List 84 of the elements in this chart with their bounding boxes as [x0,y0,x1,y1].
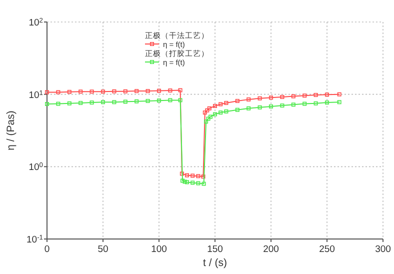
point [78,90,83,94]
point [314,101,318,106]
x-tick-label: 150 [207,244,223,255]
point [201,174,206,179]
x-tick-label: 50 [98,244,108,255]
point [146,89,150,94]
point [90,100,94,105]
point [45,90,49,94]
x-axis-title: t / (s) [203,257,227,269]
point [185,173,189,178]
point [224,100,228,105]
point [202,182,206,186]
point [280,94,284,99]
point [235,108,240,112]
point [45,102,49,106]
point [168,98,172,102]
point [90,90,94,94]
point [337,92,342,96]
point [134,99,139,104]
point [56,90,60,94]
y-tick-label: 10$^{0}$ [28,162,44,174]
point [112,89,116,94]
point [325,92,329,97]
point [178,98,182,102]
x-tick-label: 200 [263,244,279,255]
x-tick-label: 250 [319,244,335,255]
point [269,96,273,100]
point [206,116,210,121]
point [337,100,342,104]
point [235,98,240,103]
y-tick-label: 10$^{2}$ [28,17,44,28]
point [208,114,213,119]
point [185,180,189,184]
point [291,102,296,107]
point [180,172,184,176]
point [123,89,128,94]
point [258,105,262,110]
point [101,100,105,104]
point [67,90,72,94]
point [157,98,161,103]
point [123,100,128,104]
point [146,98,150,103]
point [196,174,200,178]
point [213,112,217,116]
point [207,106,212,110]
point [190,174,195,178]
point [190,180,195,185]
point [246,106,251,110]
point [302,102,307,106]
y-tick-label: 10$^{1}$ [28,89,44,101]
x-tick-label: 100 [151,244,167,255]
y-tick-label: 10$^{-1}$ [26,234,44,246]
line-series [45,98,342,186]
point [302,94,307,98]
point [157,88,161,93]
point [134,89,139,94]
y-axis-title: η / (Pas) [5,110,17,150]
point [101,90,105,94]
point [314,92,318,97]
point [182,180,187,184]
point [280,104,284,108]
point [178,88,182,92]
point [202,110,207,115]
point [78,100,83,105]
point [269,104,273,108]
point [325,100,329,105]
point [224,109,228,114]
point [246,97,251,102]
point [67,101,72,106]
line-series [45,88,342,179]
point [258,96,262,100]
point [204,120,208,124]
point [56,102,60,106]
point [218,102,223,106]
x-tick-label: 300 [375,244,391,255]
point [196,181,200,186]
point [291,94,296,98]
point [205,108,210,112]
x-tick-label: 0 [44,244,50,255]
point [213,104,217,108]
point [168,88,172,92]
point [180,178,185,183]
point [218,110,223,115]
point [112,100,116,104]
